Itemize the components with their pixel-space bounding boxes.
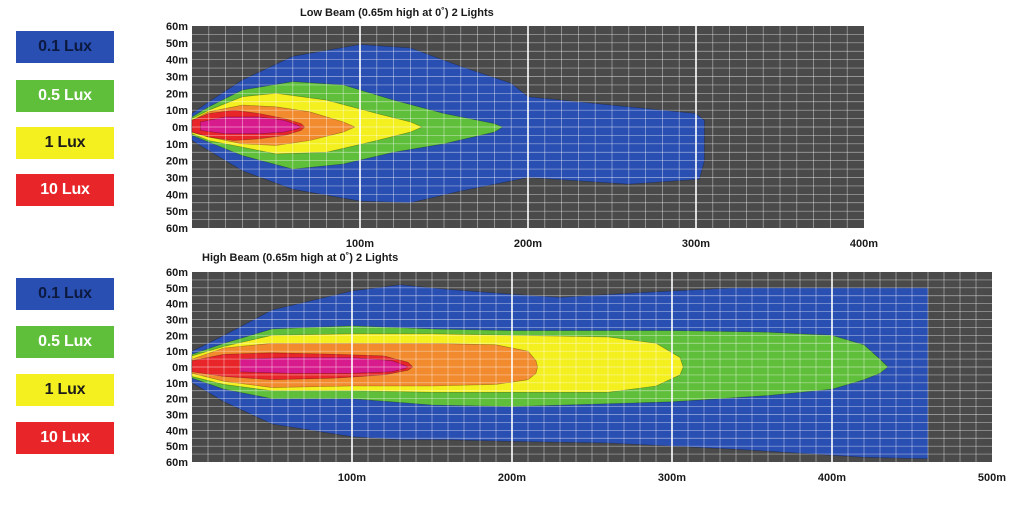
y-tick-label: 50m — [166, 38, 188, 50]
y-tick-label: 10m — [166, 346, 188, 358]
y-tick-label: 20m — [166, 156, 188, 168]
grid — [192, 272, 992, 462]
y-tick-label: 30m — [166, 173, 188, 185]
legend-item-0-1-lux: 0.1 Lux — [16, 31, 114, 63]
x-tick-label: 300m — [682, 238, 710, 250]
low-beam-chart: Low Beam (0.65m high at 0˚) 2 Lights 60m 5… — [166, 7, 878, 250]
legend-item-1-lux: 1 Lux — [16, 374, 114, 406]
y-tick-label: 40m — [166, 299, 188, 311]
x-tick-label: 500m — [978, 472, 1006, 484]
y-tick-label: 40m — [166, 425, 188, 437]
x-tick-label: 100m — [346, 238, 374, 250]
legend-item-10-lux: 10 Lux — [16, 422, 114, 454]
y-tick-label: 60m — [166, 21, 188, 33]
y-tick-label: 60m — [166, 267, 188, 279]
legend-item-0-5-lux: 0.5 Lux — [16, 80, 114, 112]
legend-item-0-1-lux: 0.1 Lux — [16, 278, 114, 310]
x-tick-label: 400m — [818, 472, 846, 484]
x-tick-label: 400m — [850, 238, 878, 250]
y-tick-label: 10m — [166, 378, 188, 390]
y-tick-label: 20m — [166, 330, 188, 342]
y-tick-label: 30m — [166, 410, 188, 422]
x-tick-label: 100m — [338, 472, 366, 484]
y-tick-label: 0m — [172, 362, 188, 374]
y-tick-label: 30m — [166, 72, 188, 84]
y-tick-label: 50m — [166, 441, 188, 453]
y-tick-label: 30m — [166, 315, 188, 327]
chart-title: Low Beam (0.65m high at 0˚) 2 Lights — [300, 7, 494, 19]
legend-label: 0.5 Lux — [38, 333, 92, 350]
y-tick-label: 0m — [172, 122, 188, 134]
x-tick-label: 200m — [498, 472, 526, 484]
y-tick-label: 10m — [166, 105, 188, 117]
legend-label: 0.5 Lux — [38, 87, 92, 104]
legend-label: 10 Lux — [40, 429, 90, 446]
beam-area-core — [239, 357, 409, 374]
y-tick-label: 40m — [166, 55, 188, 67]
legend-item-1-lux: 1 Lux — [16, 127, 114, 159]
y-tick-label: 20m — [166, 88, 188, 100]
legend-label: 0.1 Lux — [38, 285, 92, 302]
x-tick-label: 200m — [514, 238, 542, 250]
y-tick-label: 60m — [166, 223, 188, 235]
legend-label: 10 Lux — [40, 181, 90, 198]
y-tick-label: 50m — [166, 206, 188, 218]
y-tick-label: 40m — [166, 189, 188, 201]
grid — [192, 26, 864, 228]
y-tick-label: 60m — [166, 457, 188, 469]
chart-title: High Beam (0.65m high at 0˚) 2 Lights — [202, 252, 398, 264]
legend-label: 0.1 Lux — [38, 38, 92, 55]
legend-label: 1 Lux — [44, 134, 86, 151]
legend-item-0-5-lux: 0.5 Lux — [16, 326, 114, 358]
legend-item-10-lux: 10 Lux — [16, 174, 114, 206]
y-tick-label: 50m — [166, 283, 188, 295]
y-tick-label: 10m — [166, 139, 188, 151]
high-beam-chart: High Beam (0.65m high at 0˚) 2 Lights 60m… — [166, 252, 1006, 484]
x-tick-label: 300m — [658, 472, 686, 484]
legend-label: 1 Lux — [44, 381, 86, 398]
y-tick-label: 20m — [166, 394, 188, 406]
